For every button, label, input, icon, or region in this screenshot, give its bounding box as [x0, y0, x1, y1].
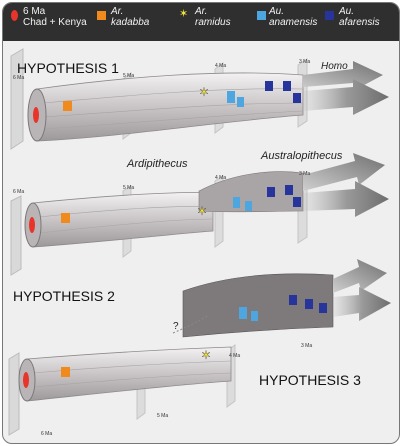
legend-label-line1: Au. [269, 6, 285, 17]
legend-label-line1: Au. [339, 6, 355, 17]
time-label-5ma: 5 Ma [157, 413, 168, 419]
australopithecus-label: Australopithecus [260, 150, 343, 162]
afarensis-marker [319, 303, 327, 313]
legend-item-kadabba: Ar. kadabba [111, 6, 149, 28]
time-plane-6ma [10, 195, 22, 276]
dark-blue-square-icon [325, 11, 334, 20]
anamensis-marker [227, 91, 235, 103]
lower-arrow [303, 181, 389, 217]
time-label-4ma: 4 Ma [215, 63, 226, 69]
floating-australopithecus-block [182, 273, 334, 338]
lineage-tube [36, 72, 304, 142]
ramidus-marker-icon: ✶ [201, 348, 211, 362]
legend-label-line2: kadabba [111, 17, 150, 28]
time-label-6ma: 6 Ma [41, 431, 52, 437]
ardipithecus-label: Ardipithecus [126, 158, 188, 170]
afarensis-marker [265, 81, 273, 91]
hypothesis-2-group: ✶ 6 Ma 5 Ma 4 Ma 3 Ma HYPOTHESIS 2 ? [10, 153, 391, 338]
legend-label-line2: ramidus [195, 17, 231, 28]
time-label-4ma: 4 Ma [215, 175, 226, 181]
legend-item-6ma: 6 Ma Chad + Kenya [23, 6, 87, 28]
hypothesis-3-title: HYPOTHESIS 3 [259, 372, 361, 388]
afarensis-marker [293, 197, 301, 207]
time-plane-6ma [10, 48, 24, 150]
afarensis-marker [267, 187, 275, 197]
hypothesis-1-title: HYPOTHESIS 1 [17, 60, 119, 76]
australopithecus-arrow [303, 79, 389, 115]
time-label-6ma: 6 Ma [13, 189, 24, 195]
legend-item-anamensis: Au. anamensis [269, 6, 317, 28]
afarensis-marker [283, 81, 291, 91]
question-mark: ? [173, 321, 179, 332]
time-label-5ma: 5 Ma [123, 73, 134, 79]
kadabba-marker [63, 101, 72, 111]
hypotheses-diagram: ✶ HYPOTHESIS 1 Ardipithecus Australopith… [8, 48, 391, 437]
legend-label-line1: Ar. [111, 6, 124, 17]
anamensis-marker [233, 197, 240, 208]
time-plane-6ma [8, 352, 20, 436]
hypothesis-3-group: ✶ HYPOTHESIS 3 6 Ma 5 Ma 4 Ma 3 Ma [8, 343, 361, 437]
anamensis-marker [245, 201, 252, 211]
afarensis-marker [289, 295, 297, 305]
light-blue-square-icon [257, 11, 266, 20]
legend-item-ramidus: Ar. ramidus [195, 6, 231, 28]
time-label-3ma: 3 Ma [301, 343, 312, 349]
anamensis-marker [239, 307, 247, 319]
homo-arrow [303, 61, 383, 91]
star-marker-icon: ✶ [179, 8, 189, 20]
ramidus-marker-icon: ✶ [199, 85, 209, 99]
uncertain-link [172, 314, 210, 334]
lineage-tube [26, 346, 232, 402]
time-label-4ma: 4 Ma [229, 353, 240, 359]
legend-label-line1: 6 Ma [23, 6, 46, 17]
time-label-3ma: 3 Ma [299, 171, 310, 177]
tube-strands [32, 360, 232, 388]
time-label-3ma: 3 Ma [299, 59, 310, 65]
six-ma-marker [33, 107, 39, 123]
legend-item-afarensis: Au. afarensis [339, 6, 380, 28]
legend-label-line2: Chad + Kenya [23, 17, 87, 28]
lineage-tube [32, 192, 214, 248]
lower-arrow [333, 287, 391, 321]
upper-arrow [303, 153, 385, 191]
legend-label-line1: Ar. [195, 6, 208, 17]
legend-label-line2: anamensis [269, 17, 318, 28]
homo-label: Homo [321, 61, 348, 72]
kadabba-marker [61, 213, 70, 223]
anamensis-marker [251, 311, 258, 321]
oval-marker-icon [11, 10, 18, 21]
six-ma-marker [23, 372, 29, 388]
anamensis-marker [237, 97, 244, 107]
ramidus-marker-icon: ✶ [197, 204, 207, 218]
time-label-5ma: 5 Ma [123, 185, 134, 191]
time-label-6ma: 6 Ma [13, 75, 24, 81]
legend-label-line2: afarensis [339, 17, 380, 28]
hypothesis-2-title: HYPOTHESIS 2 [13, 288, 115, 304]
upper-arrow [333, 259, 387, 293]
hypothesis-1-group: ✶ HYPOTHESIS 1 Ardipithecus Australopith… [10, 48, 389, 170]
afarensis-marker [285, 185, 293, 195]
legend-bar: 6 Ma Chad + Kenya Ar. kadabba ✶ Ar. rami… [3, 3, 399, 41]
six-ma-marker [29, 217, 35, 233]
afarensis-marker [305, 299, 313, 309]
afarensis-marker [293, 93, 301, 103]
kadabba-marker [61, 367, 70, 377]
orange-square-icon [97, 11, 106, 20]
